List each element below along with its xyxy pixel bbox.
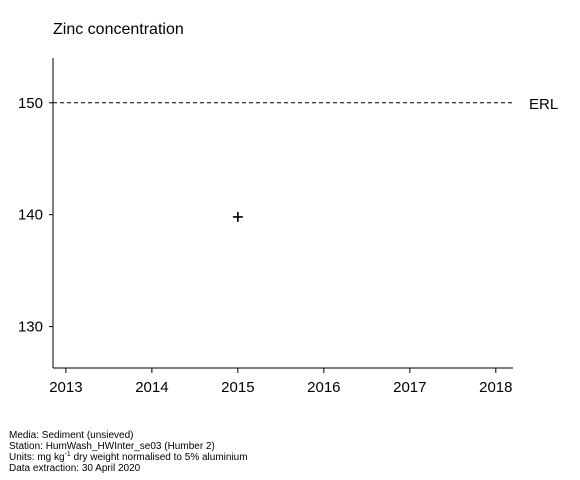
x-tick-label: 2016 [307, 379, 340, 396]
data-point-marker [232, 211, 243, 222]
footer-units: Units: mg kg-1 dry weight normalised to … [9, 451, 248, 463]
footer-units-superscript: -1 [64, 451, 71, 458]
y-tick-label: 130 [18, 319, 43, 336]
x-tick-label: 2014 [135, 379, 168, 396]
x-tick-label: 2017 [393, 379, 426, 396]
data-points [232, 211, 243, 222]
erl-label: ERL [529, 96, 558, 113]
axes: 130 140 150 2013 2014 2015 2016 2017 2018 [18, 58, 513, 396]
chart-footer: Media: Sediment (unsieved) Station: HumW… [9, 430, 248, 474]
footer-units-prefix: Units: mg kg [9, 452, 65, 463]
y-tick-label: 140 [18, 207, 43, 224]
footer-station: Station: HumWash_HWInter_se03 (Humber 2) [9, 441, 215, 452]
reference-lines: ERL [53, 96, 558, 113]
footer-units-suffix: dry weight normalised to 5% aluminium [70, 452, 248, 463]
chart-title: Zinc concentration [53, 21, 184, 38]
footer-extraction: Data extraction: 30 April 2020 [9, 463, 141, 474]
x-tick-label: 2013 [49, 379, 82, 396]
y-tick-label: 150 [18, 95, 43, 112]
footer-media: Media: Sediment (unsieved) [9, 430, 134, 441]
chart: Zinc concentration 130 140 150 2013 2014 2015… [18, 21, 558, 396]
x-tick-label: 2018 [479, 379, 512, 396]
x-tick-label: 2015 [221, 379, 254, 396]
